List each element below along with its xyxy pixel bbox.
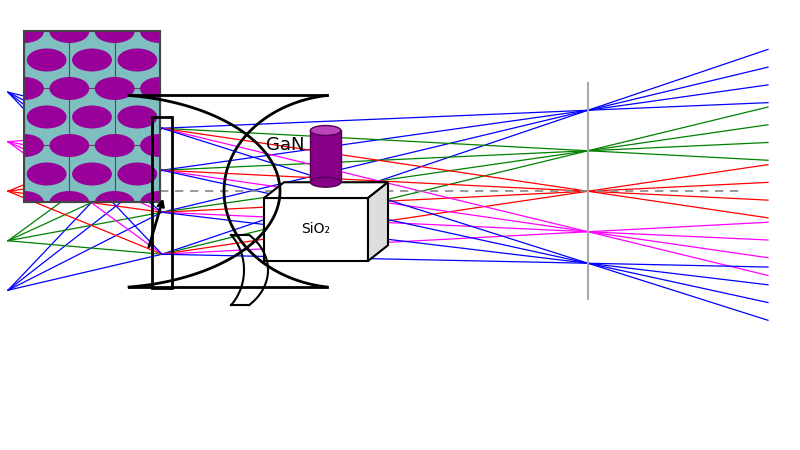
Circle shape xyxy=(118,49,157,71)
Polygon shape xyxy=(264,182,388,198)
Circle shape xyxy=(50,135,89,156)
Circle shape xyxy=(50,192,89,213)
Ellipse shape xyxy=(310,126,341,135)
Circle shape xyxy=(5,192,43,213)
Circle shape xyxy=(141,192,179,213)
Circle shape xyxy=(141,135,179,156)
Ellipse shape xyxy=(310,177,341,187)
Circle shape xyxy=(5,78,43,99)
Polygon shape xyxy=(368,182,388,261)
Circle shape xyxy=(50,21,89,42)
Bar xyxy=(264,198,368,261)
Text: GaN: GaN xyxy=(266,136,305,154)
Circle shape xyxy=(27,106,66,128)
Bar xyxy=(152,117,172,288)
Bar xyxy=(310,130,341,182)
Circle shape xyxy=(141,21,179,42)
Circle shape xyxy=(50,78,89,99)
Circle shape xyxy=(118,163,157,185)
Circle shape xyxy=(95,192,134,213)
Circle shape xyxy=(95,78,134,99)
Circle shape xyxy=(73,106,111,128)
Circle shape xyxy=(73,163,111,185)
Text: SiO₂: SiO₂ xyxy=(302,222,330,237)
Circle shape xyxy=(5,21,43,42)
Circle shape xyxy=(95,21,134,42)
Bar xyxy=(24,32,160,202)
Circle shape xyxy=(5,135,43,156)
Circle shape xyxy=(141,78,179,99)
Circle shape xyxy=(73,49,111,71)
Circle shape xyxy=(118,106,157,128)
Circle shape xyxy=(27,49,66,71)
Circle shape xyxy=(27,163,66,185)
Circle shape xyxy=(95,135,134,156)
Bar xyxy=(24,32,160,202)
